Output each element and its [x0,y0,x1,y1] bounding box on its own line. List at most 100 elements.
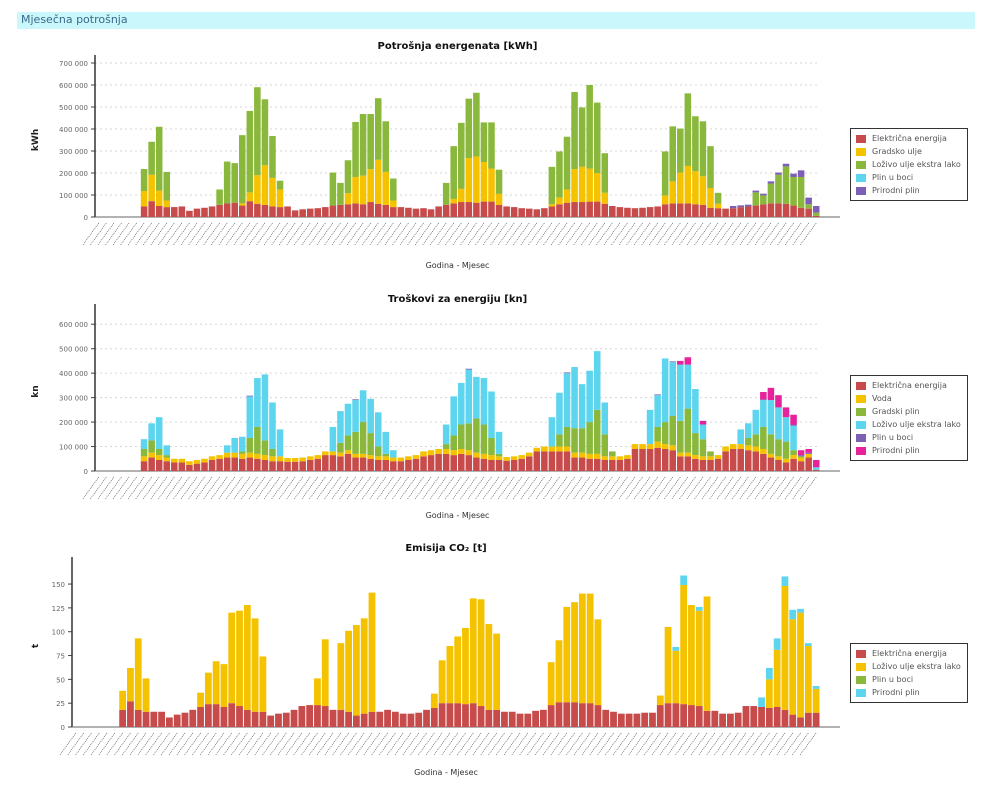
bar-segment [193,463,201,471]
bar-segment [602,709,610,727]
x-tick-label [679,222,696,246]
bar-segment [692,433,699,456]
bar-segment [782,441,790,459]
x-tick-label [97,222,115,246]
bar-segment [812,459,820,468]
bar-segment [163,457,171,462]
x-tick-label [137,732,155,756]
bar-segment [767,387,775,401]
chart-title: Emisija CO₂ [t] [405,543,486,554]
bar-segment [360,713,368,727]
legend-swatch [856,186,866,195]
x-tick-label [520,476,538,500]
x-tick-label [664,222,681,246]
x-tick-label [550,222,568,246]
bar-segment [578,457,586,471]
bar-segment [616,207,624,217]
legend-label: Gradsko ulje [872,147,922,156]
bar-segment [337,411,344,443]
bar-segment [586,458,593,471]
legend-label: Gradski plin [872,407,920,416]
bar-segment [495,193,503,205]
bar-segment [601,203,609,217]
bar-segment [593,409,601,454]
bar-segment [223,445,231,453]
bar-segment [344,403,352,436]
bar-segment [812,215,820,217]
y-tick-label: 0 [84,468,88,476]
legend-label: Loživo ulje ekstra lako [872,420,961,429]
bar-segment [669,126,677,182]
bar-segment [586,85,593,169]
bar-segment [329,455,337,471]
bar-segment [259,711,267,727]
bar-segment [488,201,495,217]
x-tick-label [596,222,613,246]
legend-swatch [856,688,866,697]
bar-segment [359,457,367,471]
x-tick-label [784,222,802,246]
x-tick-label [709,222,726,246]
bar-segment [374,446,382,457]
chart-co2-emission-legend: Električna energija Loživo ulje ekstra la… [850,643,968,703]
bar-segment [775,439,782,457]
bar-segment [790,414,797,425]
legend-label: Električna energija [872,649,947,658]
bar-segment [631,444,639,449]
bar-segment [556,446,563,452]
bar-segment [352,431,359,454]
bar-segment [405,456,412,460]
bar-segment [669,445,677,451]
bar-segment [465,98,473,159]
bar-segment [752,451,760,471]
bar-segment [480,453,488,459]
x-tick-label [153,732,170,756]
x-tick-label [165,476,183,500]
bar-segment [458,448,465,454]
x-tick-label [641,222,658,246]
bar-segment [556,151,563,198]
y-tick-label: 300 000 [59,148,88,156]
x-tick-label [686,476,704,500]
y-tick-label: 400 000 [59,126,88,134]
bar-segment [649,712,656,727]
legend-swatch [856,147,866,156]
legend-swatch [856,160,866,169]
bar-segment [684,165,692,204]
x-tick-label [664,476,681,500]
bar-segment [442,204,450,217]
bar-segment [193,208,201,217]
bar-segment [158,711,165,727]
bar-segment [641,712,649,727]
y-tick-label: 125 [52,605,65,613]
x-tick-label [176,732,194,756]
x-tick-label [729,732,747,756]
bar-segment [216,455,223,459]
bar-segment [773,706,781,727]
x-tick-label [452,222,470,246]
bar-segment [427,209,435,217]
x-tick-label [737,732,755,756]
bar-segment [450,146,457,199]
x-tick-label [528,222,545,246]
bar-segment [672,650,680,704]
bar-segment [601,456,609,460]
legend-item: Voda [856,392,961,405]
x-tick-label [233,222,251,246]
bar-segment [212,661,220,705]
bar-segment [148,452,155,458]
bar-segment [251,618,259,712]
bar-segment [465,202,473,217]
chart-energy-costs: Troškovi za energiju [kn] 0 100 000 200 000… [0,290,1000,540]
bar-segment [684,452,692,457]
bar-segment [495,456,503,460]
x-tick-label [316,732,334,756]
bar-segment [541,446,548,452]
bar-segment [397,457,405,462]
x-tick-label [671,476,689,500]
bar-segment [556,204,563,217]
bar-segment [485,709,493,727]
x-tick-label [90,732,108,756]
x-tick-label [410,732,427,756]
bar-segment [737,448,744,471]
